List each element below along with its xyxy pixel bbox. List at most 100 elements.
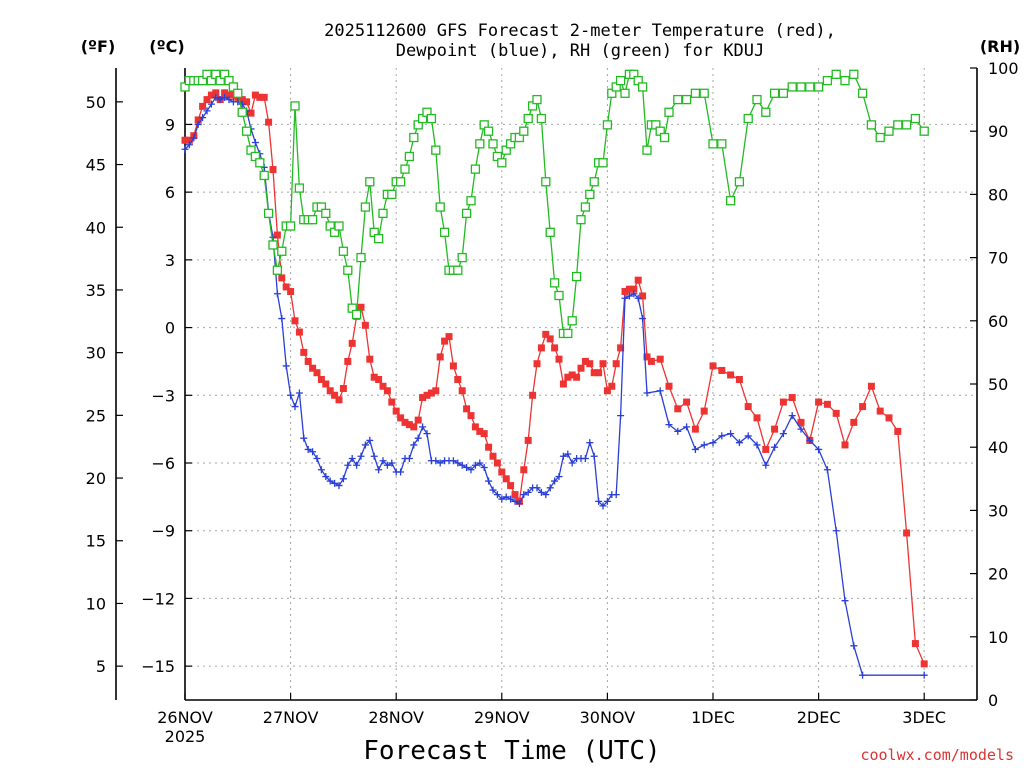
temperature-point [401,418,409,426]
rh-point [769,88,780,98]
dewpoint-point [515,500,523,508]
temperature-point [326,387,334,395]
dewpoint-point [590,452,598,460]
rh-point [453,265,463,275]
dewpoint-point [326,477,334,485]
temperature-point [304,357,312,365]
rh-point [461,208,472,219]
temperature-point [599,360,607,368]
dewpoint-point [656,387,664,395]
temperature-point [617,344,625,352]
dewpoint-point [691,445,699,453]
dewpoint-point [603,497,611,505]
dewpoint-point [203,107,211,115]
rh-point [475,139,485,149]
celsius-tick-label: 3 [165,251,175,270]
dewpoint-point [313,454,321,462]
rh-point [272,265,283,275]
rh-point [787,82,797,92]
dewpoint-series [181,93,928,679]
dewpoint-point [533,484,541,492]
celsius-tick-label: 0 [165,319,175,338]
temperature-point [375,375,383,383]
rh-point [717,139,727,149]
temperature-point [247,109,255,117]
temperature-point [643,353,651,361]
dewpoint-point [405,454,413,462]
temperature-point [251,91,259,99]
rh-point [343,265,353,275]
fahrenheit-tick-label: 20 [86,469,106,488]
temperature-point [621,287,629,295]
temperature-point [612,360,620,368]
rh-point [488,139,498,149]
temperature-point [815,398,823,406]
temperature-point [625,285,633,293]
rh-point [541,177,551,187]
rh-point [338,246,349,256]
temperature-point [243,98,251,106]
rh-point [409,132,419,143]
dewpoint-point [612,491,620,499]
rh-point [470,164,481,174]
dewpoint-point [185,141,193,149]
rh-point [439,227,450,237]
dewpoint-point [643,389,651,397]
rh-point [813,82,824,92]
temperature-point [322,380,330,388]
dewpoint-point [212,93,220,101]
rh-tick-label: 90 [988,122,1008,141]
dewpoint-point [586,439,594,447]
temperature-point [595,369,603,377]
rh-point [373,233,384,244]
dewpoint-point [735,439,743,447]
x-tick-label: 26NOV [157,708,213,727]
rh-point [277,246,287,256]
temperature-point [727,371,735,379]
temperature-point [361,321,369,329]
temperature-point [410,423,418,431]
temperature-point [511,491,519,499]
dewpoint-point [339,475,347,483]
rh-tick-label: 20 [988,565,1008,584]
celsius-tick-label: 6 [165,183,175,202]
rh-point [426,113,437,124]
temperature-point [894,427,902,435]
dewpoint-point [551,477,559,485]
dewpoint-point [599,502,607,510]
temperature-point [771,425,779,433]
temperature-point [419,394,427,402]
dewpoint-point [335,482,343,490]
rh-point [602,120,613,130]
temperature-point [555,355,563,363]
dewpoint-point [555,473,563,481]
rh-point [822,75,833,86]
rh-point [404,151,415,162]
dewpoint-point [665,421,673,429]
temperature-point [388,398,396,406]
rh-point [255,158,265,168]
dewpoint-point [379,457,387,465]
fahrenheit-tick-label: 40 [86,218,106,237]
temperature-point [647,357,655,365]
temperature-point [502,475,510,483]
rh-unit-label: (RH) [980,37,1020,56]
temperature-point [568,371,576,379]
dewpoint-point [190,134,198,142]
x-tick-label: 3DEC [902,708,946,727]
x-tick-label: 30NOV [580,708,636,727]
rh-point [637,82,648,92]
dewpoint-point [463,464,471,472]
dewpoint-point [194,120,202,128]
dewpoint-point [366,436,374,444]
rh-point [457,252,467,263]
dewpoint-point [309,448,317,456]
temperature-point [520,466,528,474]
chart-title-line1: 2025112600 GFS Forecast 2-meter Temperat… [324,21,836,41]
temperature-point [414,416,422,424]
dewpoint-point [493,491,501,499]
dewpoint-point [357,452,365,460]
temperature-point [718,366,726,374]
temperature-point [397,414,405,422]
rh-point [356,252,366,263]
